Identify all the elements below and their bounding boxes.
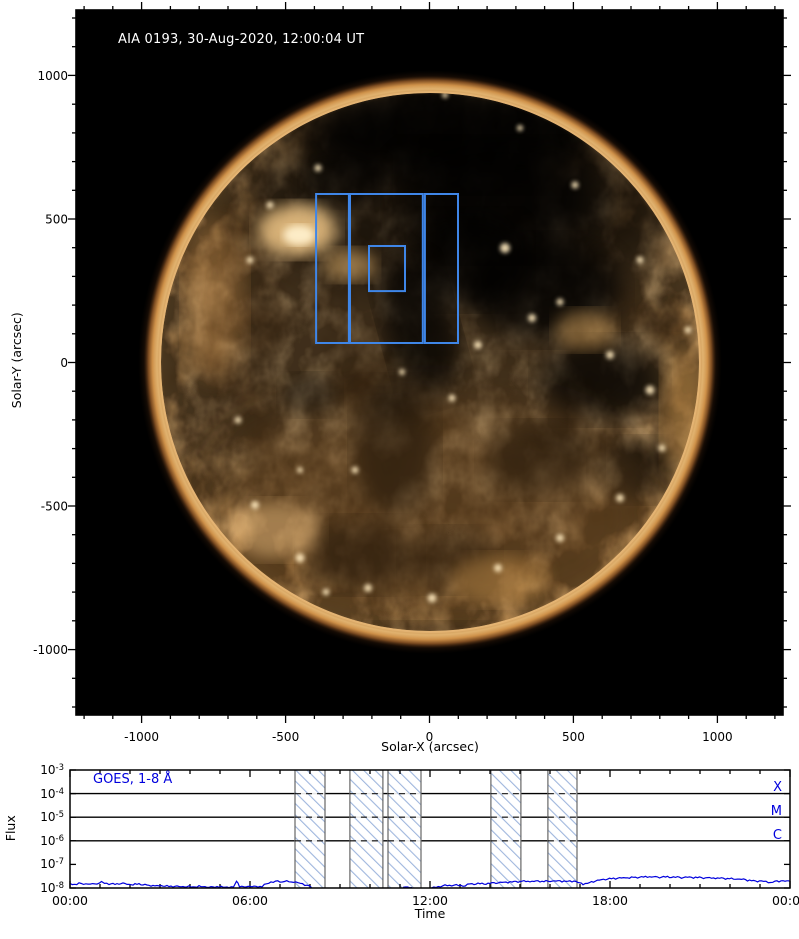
time-tick-label: 06:00 xyxy=(232,893,268,908)
x-tick-label: 500 xyxy=(562,730,585,744)
y-tick-label: 1000 xyxy=(37,69,68,83)
time-tick-label: 18:00 xyxy=(592,893,628,908)
flux-tick-label: 10-7 xyxy=(40,857,64,871)
x-tick-label: -1000 xyxy=(124,730,159,744)
hatched-band-pattern xyxy=(388,770,421,888)
y-tick-label: -1000 xyxy=(33,643,68,657)
flare-class-label-c: C xyxy=(772,828,782,843)
time-tick-label: 00:00 xyxy=(52,893,88,908)
flux-curve-segment xyxy=(70,880,312,888)
fov-box xyxy=(315,193,350,344)
x-tick-label: 1000 xyxy=(702,730,733,744)
time-tick-label: 12:00 xyxy=(412,893,448,908)
fov-boxes xyxy=(315,193,459,344)
goes-axis-ticks xyxy=(69,769,791,889)
y-tick-label: 500 xyxy=(45,213,68,227)
flux-tick-label: 10-5 xyxy=(40,810,64,824)
x-axis-title: Solar-X (arcsec) xyxy=(381,739,479,754)
time-tick-labels: 00:00 06:00 12:00 18:00 00:00 xyxy=(52,893,799,908)
goes-legend: GOES, 1-8 Å xyxy=(93,772,173,787)
flux-tick-label: 10-3 xyxy=(40,763,64,777)
x-tick-labels: -1000 -500 0 500 1000 xyxy=(124,730,733,744)
flux-tick-label: 10-6 xyxy=(40,834,64,848)
time-tick-label: 00:00 xyxy=(772,893,799,908)
time-axis-title: Time xyxy=(414,906,446,921)
hatched-band-pattern xyxy=(349,770,383,888)
y-axis-title: Solar-Y (arcsec) xyxy=(8,312,24,409)
flux-curve-segment xyxy=(431,875,790,888)
fov-box xyxy=(423,193,459,344)
flare-class-label-x: X xyxy=(773,780,782,795)
flux-tick-label: 10-8 xyxy=(40,881,64,895)
hatched-band-pattern xyxy=(295,770,325,888)
sun-image xyxy=(138,70,722,654)
y-tick-label: 0 xyxy=(60,356,68,370)
goes-gridlines xyxy=(70,792,790,842)
fov-box xyxy=(368,245,406,293)
image-title: AIA 0193, 30-Aug-2020, 12:00:04 UT xyxy=(118,32,365,47)
flare-class-label-m: M xyxy=(770,804,782,819)
hatched-band-pattern xyxy=(547,770,577,888)
hatched-bands xyxy=(294,770,578,888)
image-panel-border xyxy=(75,9,784,716)
x-tick-label: 0 xyxy=(426,730,434,744)
flux-axis-title: Flux xyxy=(2,815,18,842)
y-tick-label: -500 xyxy=(41,500,68,514)
y-tick-labels: 1000 500 0 -500 -1000 xyxy=(33,69,68,657)
goes-panel-border xyxy=(69,769,791,889)
flux-tick-label: 10-4 xyxy=(40,787,64,801)
x-tick-label: -500 xyxy=(272,730,299,744)
fov-box xyxy=(349,193,424,344)
hatched-band-pattern xyxy=(490,770,521,888)
